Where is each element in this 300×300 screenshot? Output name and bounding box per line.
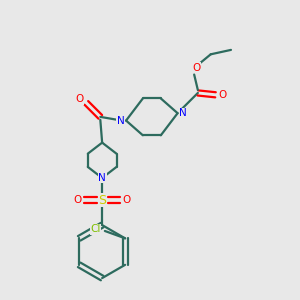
Text: N: N [179,108,187,118]
Text: O: O [122,195,130,205]
Text: O: O [219,90,227,100]
Text: O: O [192,63,200,73]
Text: O: O [74,195,82,205]
Text: O: O [76,94,84,104]
Text: N: N [98,173,106,183]
Text: Cl: Cl [91,224,101,234]
Text: S: S [98,194,106,207]
Text: N: N [117,116,124,126]
